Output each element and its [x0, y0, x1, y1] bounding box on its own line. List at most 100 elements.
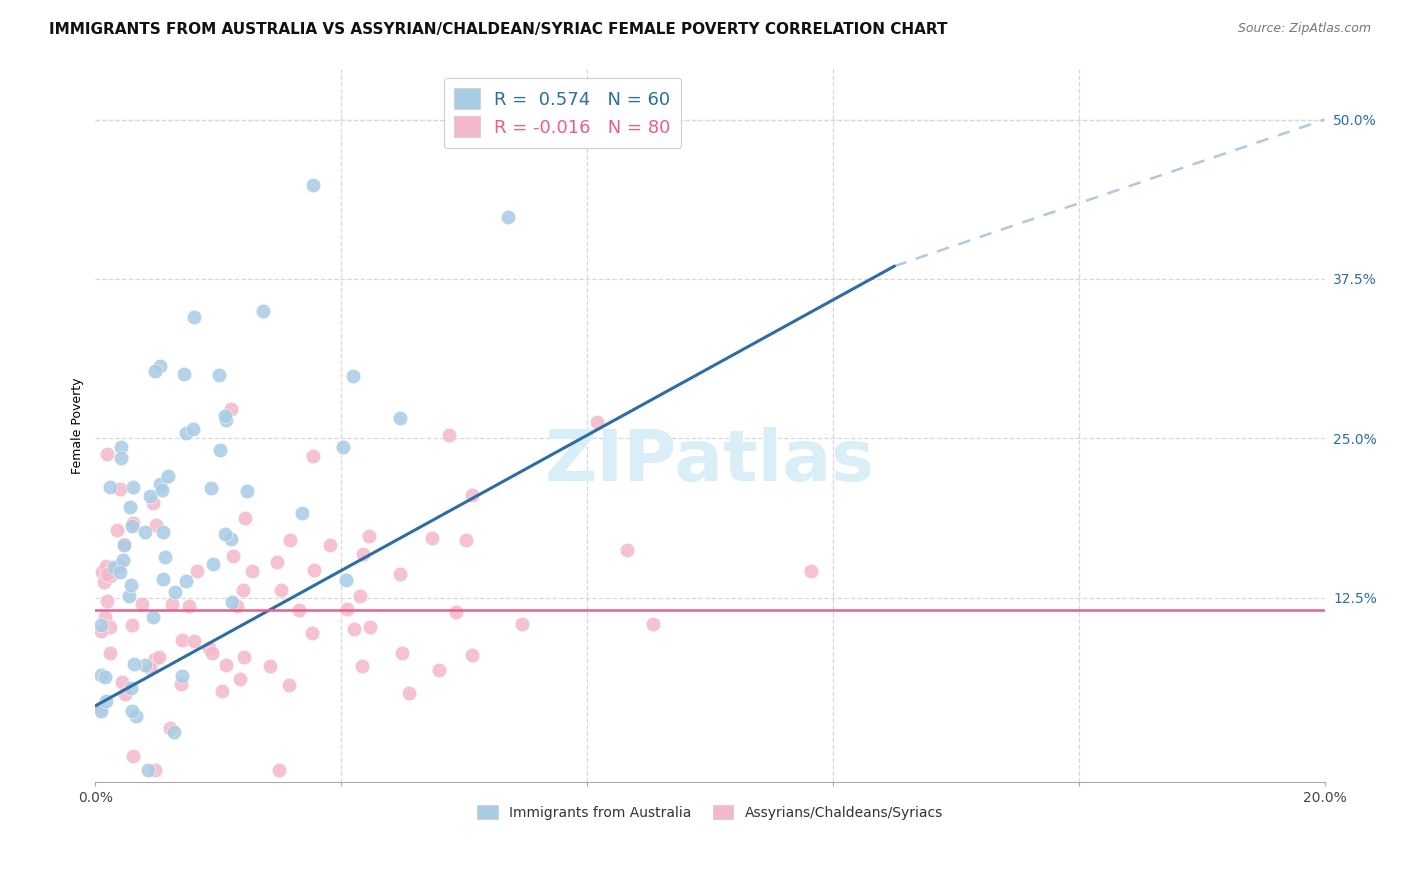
Point [94, 694, 117, 708]
Point [219, 401, 242, 416]
Point [152, 483, 174, 497]
Point [454, 533, 477, 547]
Point [112, 552, 135, 566]
Point [186, 564, 208, 578]
Point [98, 620, 121, 634]
Point [226, 599, 249, 614]
Point [159, 722, 181, 736]
Point [350, 659, 373, 673]
Point [496, 210, 519, 224]
Point [173, 367, 195, 381]
Point [90, 701, 112, 715]
Point [94, 610, 117, 624]
Point [388, 566, 411, 581]
Point [181, 422, 204, 436]
Point [209, 442, 232, 457]
Point [201, 647, 224, 661]
Point [160, 597, 183, 611]
Point [110, 440, 132, 454]
Point [112, 538, 135, 552]
Point [616, 542, 638, 557]
Point [342, 622, 364, 636]
Point [420, 531, 443, 545]
Point [121, 704, 143, 718]
Point [90, 624, 112, 639]
Point [93, 574, 115, 589]
Point [110, 565, 132, 579]
Point [342, 369, 364, 384]
Text: ZIPatlas: ZIPatlas [546, 426, 875, 496]
Point [117, 589, 139, 603]
Point [222, 549, 245, 563]
Point [357, 529, 380, 543]
Point [148, 649, 170, 664]
Point [352, 548, 374, 562]
Point [121, 618, 143, 632]
Point [96, 593, 118, 607]
Point [302, 178, 325, 193]
Point [122, 657, 145, 672]
Point [108, 559, 131, 574]
Point [112, 537, 135, 551]
Point [121, 681, 143, 695]
Point [149, 477, 172, 491]
Point [138, 489, 160, 503]
Point [229, 672, 252, 686]
Point [110, 450, 132, 465]
Y-axis label: Female Poverty: Female Poverty [72, 377, 84, 474]
Point [177, 599, 200, 613]
Point [143, 763, 166, 777]
Point [266, 555, 288, 569]
Point [131, 597, 153, 611]
Point [336, 601, 359, 615]
Point [214, 527, 236, 541]
Point [145, 652, 167, 666]
Point [98, 569, 121, 583]
Point [136, 763, 159, 777]
Point [172, 632, 194, 647]
Point [302, 449, 325, 463]
Point [157, 468, 180, 483]
Point [585, 415, 607, 429]
Point [108, 482, 131, 496]
Point [90, 667, 112, 681]
Point [111, 675, 134, 690]
Point [105, 523, 128, 537]
Point [122, 749, 145, 764]
Point [278, 677, 301, 691]
Point [461, 488, 484, 502]
Point [208, 368, 231, 382]
Point [120, 578, 142, 592]
Point [139, 661, 162, 675]
Point [461, 648, 484, 663]
Point [94, 559, 117, 574]
Point [389, 411, 412, 425]
Point [287, 603, 309, 617]
Point [165, 585, 187, 599]
Point [183, 310, 205, 324]
Point [214, 657, 236, 672]
Point [96, 447, 118, 461]
Point [269, 763, 291, 777]
Point [121, 518, 143, 533]
Point [221, 533, 243, 547]
Point [114, 687, 136, 701]
Point [335, 574, 357, 588]
Point [301, 625, 323, 640]
Point [152, 525, 174, 540]
Point [90, 704, 112, 718]
Point [98, 480, 121, 494]
Text: Source: ZipAtlas.com: Source: ZipAtlas.com [1237, 22, 1371, 36]
Point [149, 359, 172, 373]
Point [221, 595, 243, 609]
Point [103, 559, 125, 574]
Point [122, 480, 145, 494]
Text: IMMIGRANTS FROM AUSTRALIA VS ASSYRIAN/CHALDEAN/SYRIAC FEMALE POVERTY CORRELATION: IMMIGRANTS FROM AUSTRALIA VS ASSYRIAN/CH… [49, 22, 948, 37]
Point [214, 409, 236, 423]
Point [270, 583, 292, 598]
Point [163, 724, 186, 739]
Point [318, 538, 340, 552]
Point [174, 574, 197, 588]
Point [215, 412, 238, 426]
Point [332, 440, 354, 454]
